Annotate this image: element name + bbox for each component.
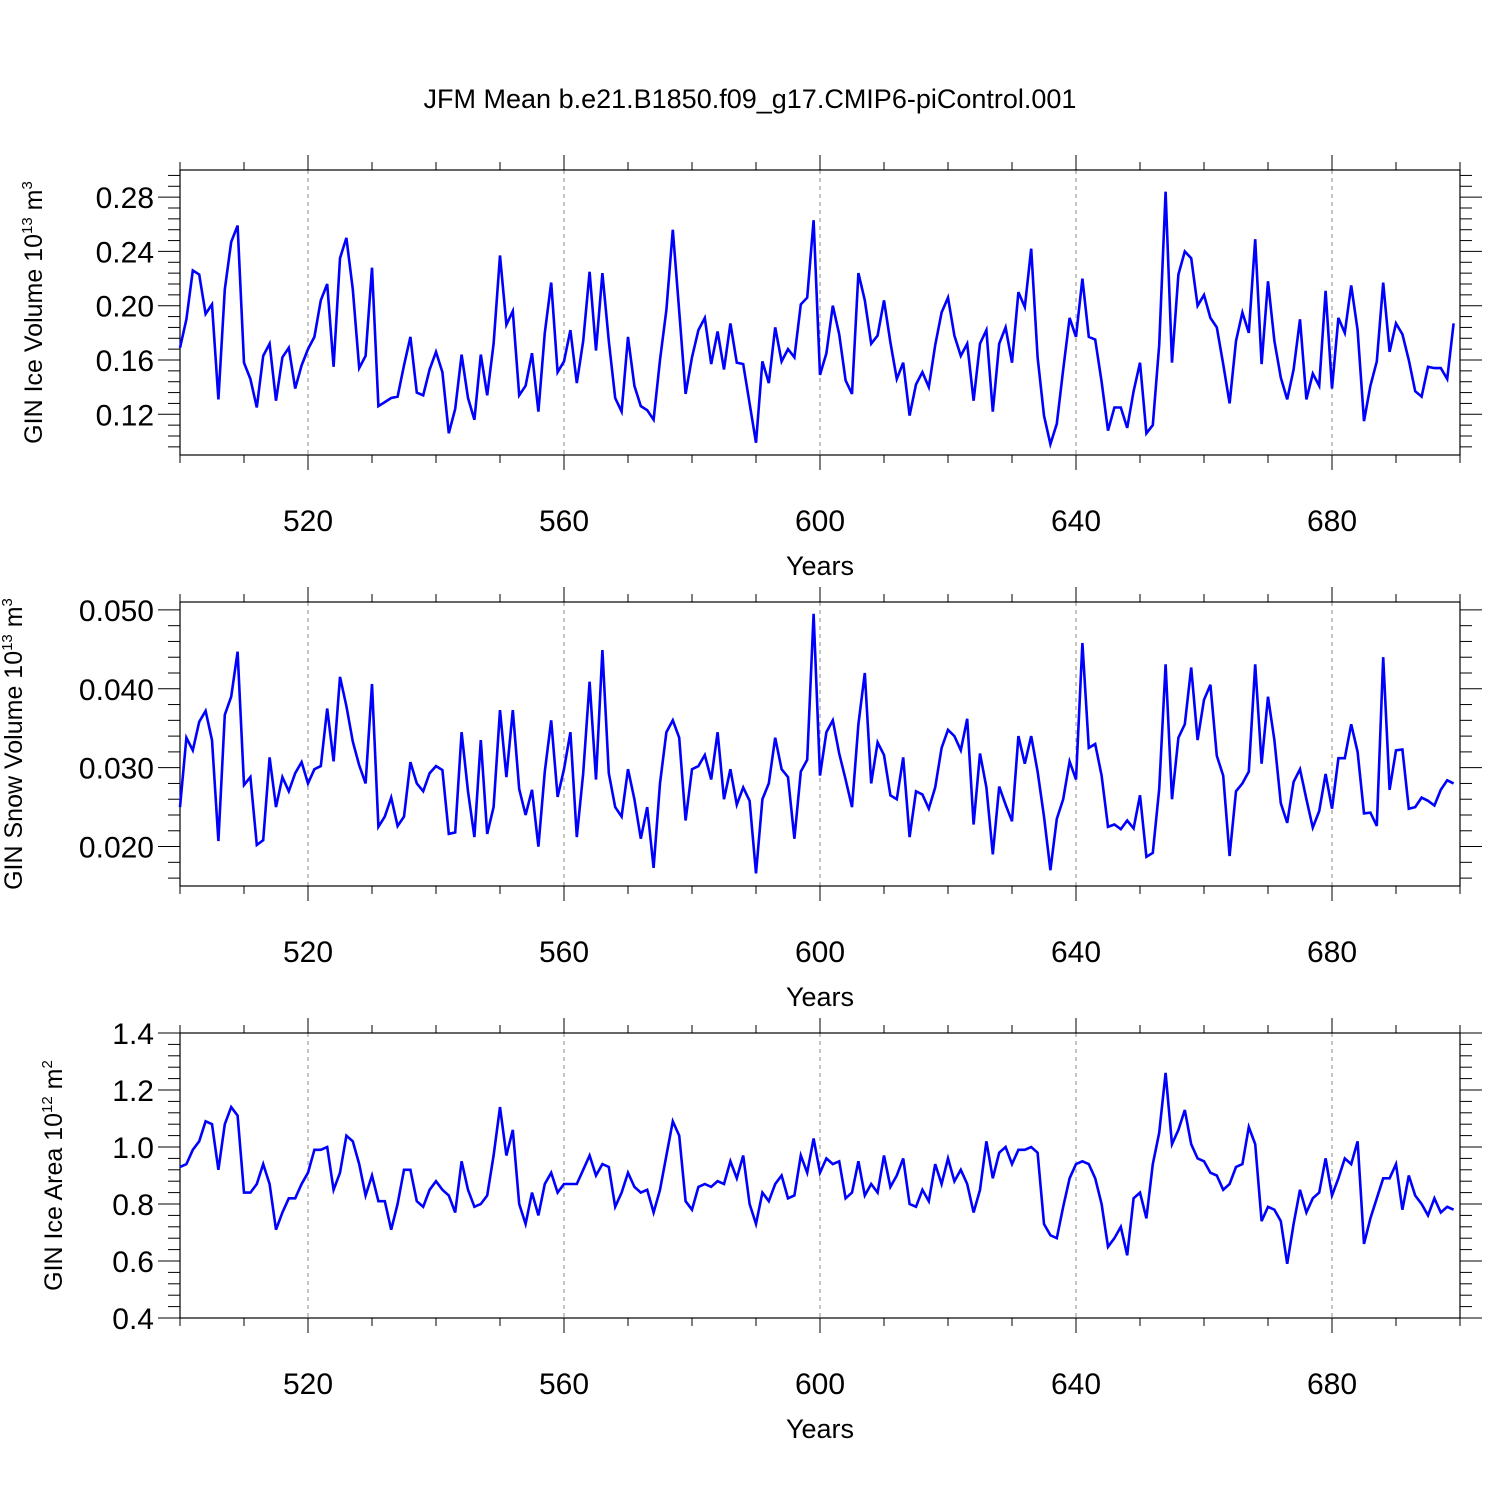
plot-frame [179, 169, 1461, 456]
series-line [178, 613, 1455, 874]
y-axis-label: GIN Snow Volume 1013 m3 [0, 598, 28, 890]
x-axis-label: Years [786, 982, 854, 1012]
y-tick-label: 0.030 [79, 753, 154, 786]
y-tick-label: 0.8 [112, 1189, 154, 1222]
x-tick-label: 680 [1307, 1368, 1357, 1401]
x-axis-label: Years [786, 1414, 854, 1444]
y-axis-label: GIN Ice Area 1012 m2 [39, 1060, 68, 1291]
x-tick-label: 560 [539, 936, 589, 969]
series-line [179, 1072, 1455, 1265]
y-tick-label: 0.20 [96, 291, 154, 324]
series-line [178, 191, 1455, 450]
x-tick-label: 600 [795, 936, 845, 969]
plot-frame [179, 601, 1461, 887]
plot-frame [179, 1032, 1461, 1319]
x-tick-label: 560 [539, 505, 589, 538]
x-tick-label: 680 [1307, 505, 1357, 538]
panel-1: 520 560 600 640 680 0.12 0.16 0.20 0.24 0.28 Years… [19, 155, 1482, 581]
panel-2: 520 560 600 640 680 0.020 0.030 0.040 0.050 Years… [0, 587, 1482, 1012]
y-tick-label: 0.28 [96, 182, 154, 215]
panels: 520 560 600 640 680 0.12 0.16 0.20 0.24 0.28 Years… [0, 155, 1482, 1444]
y-tick-label: 1.0 [112, 1132, 154, 1165]
x-tick-label: 560 [539, 1368, 589, 1401]
x-tick-label: 600 [795, 1368, 845, 1401]
x-tick-label: 520 [283, 505, 333, 538]
y-tick-label: 0.24 [96, 236, 154, 269]
x-tick-label: 640 [1051, 936, 1101, 969]
x-tick-label: 680 [1307, 936, 1357, 969]
y-tick-label: 0.12 [96, 399, 154, 432]
y-tick-label: 0.040 [79, 674, 154, 707]
y-tick-label: 1.4 [112, 1018, 154, 1051]
figure-title: JFM Mean b.e21.B1850.f09_g17.CMIP6-piCon… [424, 84, 1077, 114]
x-axis-label: Years [786, 551, 854, 581]
x-tick-label: 640 [1051, 505, 1101, 538]
y-tick-label: 0.4 [112, 1303, 154, 1336]
panel-3: 520 560 600 640 680 0.4 0.6 0.8 1.0 1.2 1.4 Years GI… [39, 1018, 1482, 1444]
y-tick-label: 0.6 [112, 1246, 154, 1279]
y-tick-label: 1.2 [112, 1075, 154, 1108]
x-tick-label: 600 [795, 505, 845, 538]
y-axis-label: GIN Ice Volume 1013 m3 [19, 181, 48, 444]
x-tick-label: 520 [283, 936, 333, 969]
x-tick-label: 640 [1051, 1368, 1101, 1401]
x-tick-label: 520 [283, 1368, 333, 1401]
y-tick-label: 0.050 [79, 595, 154, 628]
y-tick-label: 0.020 [79, 832, 154, 865]
y-tick-label: 0.16 [96, 345, 154, 378]
